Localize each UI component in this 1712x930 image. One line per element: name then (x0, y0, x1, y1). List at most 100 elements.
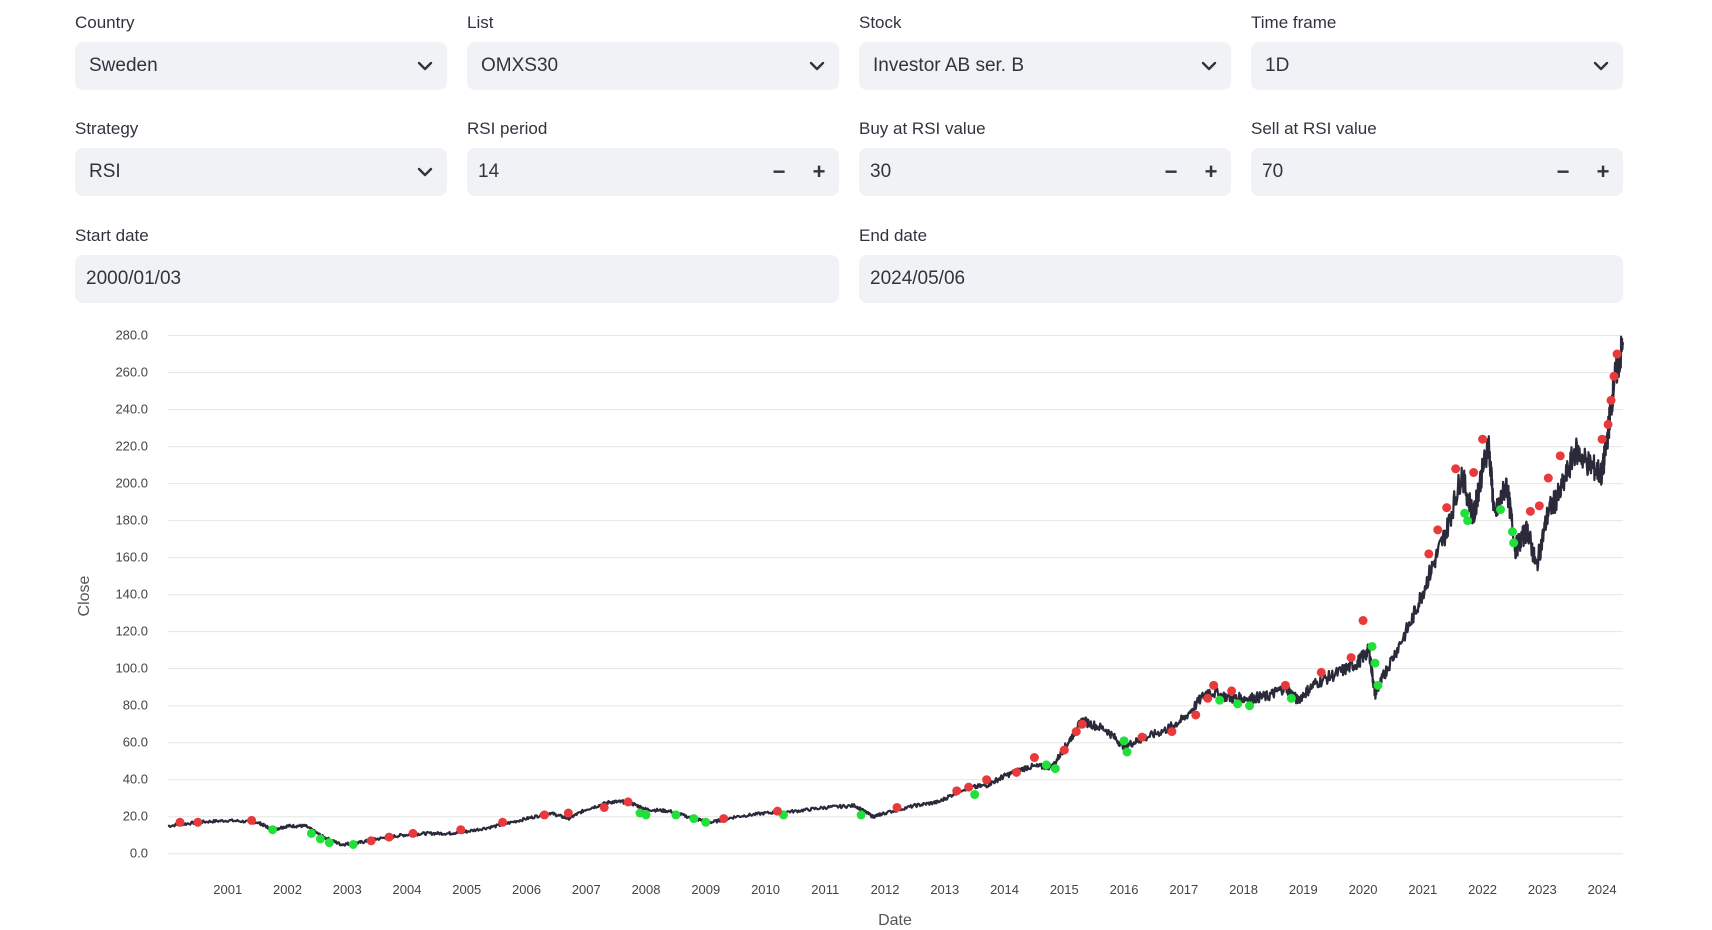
price-chart[interactable]: 0.0 20.0 40.0 60.0 80.0 100.0 120.0 140.0 160.0 1… (0, 318, 1712, 930)
sell-signal-point (408, 828, 418, 838)
x-tick-label: 2013 (930, 882, 959, 897)
start-date-value: 2000/01/03 (86, 268, 182, 289)
buy-signal-point (324, 838, 334, 848)
sell-signal-point (1609, 371, 1619, 381)
buy-signal-point (315, 834, 325, 844)
buy-signal-point (1122, 747, 1132, 757)
buy-signal-markers (268, 505, 1519, 849)
buy-signal-point (1496, 505, 1506, 515)
country-select[interactable]: Sweden (75, 42, 447, 90)
list-value: OMXS30 (481, 55, 559, 76)
decrement-button[interactable]: − (1164, 159, 1178, 184)
list-select[interactable]: OMXS30 (467, 42, 839, 90)
sell-signal-point (539, 810, 549, 820)
sell-signal-point (1606, 395, 1616, 405)
buy-signal-point (1460, 508, 1470, 518)
y-tick-label: 40.0 (123, 772, 148, 787)
x-tick-label: 2001 (213, 882, 242, 897)
rsi-period-field: RSI period 14 − + (467, 119, 839, 199)
timeframe-label: Time frame (1251, 13, 1337, 32)
sell-signal-point (1203, 693, 1213, 703)
chevron-down-icon[interactable] (403, 167, 447, 177)
y-tick-label: 280.0 (115, 328, 148, 343)
sell-signal-point (1469, 468, 1479, 478)
x-tick-label: 2005 (452, 882, 481, 897)
strategy-select[interactable]: RSI (75, 148, 447, 196)
y-tick-label: 140.0 (115, 587, 148, 602)
buy-signal-point (1367, 641, 1377, 651)
sell-signal-point (175, 817, 185, 827)
x-tick-label: 2003 (333, 882, 362, 897)
buy-signal-point (1041, 760, 1051, 770)
decrement-button[interactable]: − (1556, 159, 1570, 184)
sell-rsi-stepper: 70 − + (1251, 148, 1623, 196)
sell-signal-point (1280, 680, 1290, 690)
x-tick-label: 2024 (1588, 882, 1617, 897)
x-tick-label: 2023 (1528, 882, 1557, 897)
buy-signal-point (1373, 680, 1383, 690)
y-axis-title: Close (76, 575, 93, 616)
rsi-period-stepper: 14 − + (467, 148, 839, 196)
buy-signal-point (268, 825, 278, 835)
sell-signal-point (1555, 451, 1565, 461)
stock-select-field: Stock Investor AB ser. B (859, 13, 1231, 93)
x-axis-ticks: 2001 2002 2003 2004 2005 2006 2007 2008 2009 2010… (213, 882, 1616, 897)
buy-rsi-input[interactable]: 30 (870, 161, 892, 182)
increment-button[interactable]: + (1596, 159, 1610, 184)
start-date-label: Start date (75, 226, 149, 245)
x-tick-label: 2002 (273, 882, 302, 897)
timeframe-select[interactable]: 1D (1251, 42, 1623, 90)
y-tick-label: 240.0 (115, 402, 148, 417)
chevron-down-icon[interactable] (795, 61, 839, 71)
buy-signal-point (1507, 527, 1517, 537)
sell-signal-point (1209, 680, 1219, 690)
sell-signal-point (193, 817, 203, 827)
x-tick-label: 2016 (1110, 882, 1139, 897)
rsi-period-input[interactable]: 14 (478, 161, 500, 182)
buy-signal-point (1509, 538, 1519, 548)
x-tick-label: 2004 (393, 882, 422, 897)
x-tick-label: 2017 (1169, 882, 1198, 897)
y-tick-label: 260.0 (115, 365, 148, 380)
y-tick-label: 100.0 (115, 661, 148, 676)
sell-signal-point (599, 802, 609, 812)
decrement-button[interactable]: − (772, 159, 786, 184)
increment-button[interactable]: + (812, 159, 826, 184)
buy-signal-point (970, 790, 980, 800)
start-date-input[interactable]: 2000/01/03 (75, 255, 839, 303)
sell-signal-point (247, 815, 257, 825)
x-tick-label: 2019 (1289, 882, 1318, 897)
chevron-down-icon[interactable] (1187, 61, 1231, 71)
increment-button[interactable]: + (1204, 159, 1218, 184)
stock-select[interactable]: Investor AB ser. B (859, 42, 1231, 90)
buy-rsi-stepper: 30 − + (859, 148, 1231, 196)
y-axis-ticks: 0.0 20.0 40.0 60.0 80.0 100.0 120.0 140.0 160.0 1… (115, 328, 148, 861)
y-tick-label: 220.0 (115, 439, 148, 454)
sell-signal-point (1597, 434, 1607, 444)
buy-signal-point (689, 814, 699, 824)
sell-signal-point (1358, 616, 1368, 626)
sell-signal-point (1071, 727, 1081, 737)
chevron-down-icon[interactable] (1579, 61, 1623, 71)
sell-rsi-input[interactable]: 70 (1262, 161, 1284, 182)
x-tick-label: 2021 (1408, 882, 1437, 897)
x-tick-label: 2007 (572, 882, 601, 897)
end-date-input[interactable]: 2024/05/06 (859, 255, 1623, 303)
x-tick-label: 2022 (1468, 882, 1497, 897)
y-tick-label: 80.0 (123, 698, 148, 713)
chevron-down-icon[interactable] (403, 61, 447, 71)
sell-signal-point (1059, 745, 1069, 755)
list-select-field: List OMXS30 (467, 13, 839, 93)
price-series-line (167, 335, 1625, 847)
x-tick-label: 2009 (691, 882, 720, 897)
x-tick-label: 2014 (990, 882, 1019, 897)
rsi-period-label: RSI period (467, 119, 548, 138)
sell-signal-point (1603, 419, 1613, 429)
x-tick-label: 2011 (811, 882, 839, 897)
sell-signal-point (1346, 653, 1356, 663)
sell-signal-point (772, 806, 782, 816)
buy-signal-point (348, 839, 358, 849)
start-date-field: Start date 2000/01/03 (75, 226, 839, 306)
sell-signal-point (1191, 710, 1201, 720)
sell-signal-point (952, 786, 962, 796)
